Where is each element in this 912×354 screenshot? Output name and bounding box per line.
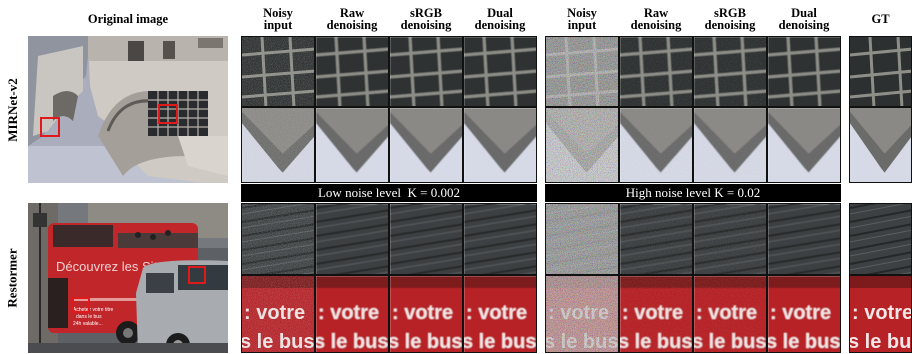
header-srgb-denoising-low: sRGB denoising	[400, 5, 452, 32]
header-dual-denoising-low: Dual denoising	[474, 5, 526, 32]
high-noise-level-label: High noise level K = 0.02	[545, 184, 841, 202]
svg-text:s le bus: s le bus	[316, 331, 388, 353]
header-gt: GT	[871, 11, 890, 26]
svg-text:s le bus: s le bus	[850, 331, 912, 353]
highlight-box-corner	[40, 117, 60, 137]
header-noisy-input-low: Noisy input	[263, 5, 293, 32]
crop-cell	[767, 107, 841, 183]
crop-cell	[693, 107, 767, 183]
crop-cell	[315, 36, 389, 107]
row-label-mirnet-text: MIRNet-v2	[5, 77, 21, 142]
crop-cell: : votre s le bus	[849, 275, 912, 353]
crop-cell	[463, 203, 537, 275]
svg-text:s le bus: s le bus	[464, 331, 536, 353]
header-noisy-input-high: Noisy input	[567, 5, 597, 32]
highlight-box-van-window	[188, 266, 206, 284]
crop-cell	[241, 107, 315, 183]
header-srgb-denoising-high: sRGB denoising	[704, 5, 756, 32]
crop-cell	[389, 36, 463, 107]
crop-cell	[315, 203, 389, 275]
crop-cell: : votre s le bus	[389, 275, 463, 353]
crop-cell	[241, 203, 315, 275]
original-image-bus: Découvrez les Sites Achetez votre titre …	[28, 203, 228, 353]
crop-cell	[619, 107, 693, 183]
crop-cell	[767, 36, 841, 107]
low-noise-level-label: Low noise level K = 0.002	[241, 184, 537, 202]
svg-text:: votre: : votre	[852, 302, 912, 324]
svg-text:: votre: : votre	[466, 302, 527, 324]
crop-cell: : votre s le bus	[767, 275, 841, 353]
row-label-restormer: Restormer	[0, 203, 26, 353]
crop-cell	[619, 36, 693, 107]
crop-cell: : votre s le bus	[463, 275, 537, 353]
header-original-image: Original image	[87, 11, 169, 26]
row-label-restormer-text: Restormer	[5, 248, 20, 308]
crop-cell: : votre s le bus	[315, 275, 389, 353]
crop-cell	[463, 107, 537, 183]
row-label-mirnet: MIRNet-v2	[0, 36, 26, 183]
crop-cell	[315, 107, 389, 183]
highlight-box-window	[158, 104, 178, 124]
crop-cell	[693, 203, 767, 275]
svg-text:: votre: : votre	[392, 302, 453, 324]
header-raw-denoising-high: Raw denoising	[630, 5, 682, 32]
crop-cell	[545, 107, 619, 183]
svg-text:: votre: : votre	[318, 302, 379, 324]
original-image-building	[28, 36, 228, 183]
svg-text:s le bus: s le bus	[768, 331, 840, 353]
header-raw-denoising-low: Raw denoising	[326, 5, 378, 32]
crop-cell	[463, 36, 537, 107]
crop-cell	[849, 36, 912, 107]
svg-text:24h valable...: 24h valable...	[73, 321, 103, 327]
crop-cell	[693, 36, 767, 107]
crop-cell	[241, 36, 315, 107]
crop-cell	[545, 203, 619, 275]
header-dual-denoising-high: Dual denoising	[778, 5, 830, 32]
svg-text:dans le bus: dans le bus	[76, 314, 102, 320]
svg-text:Achetez votre titre: Achetez votre titre	[73, 307, 114, 313]
crop-cell	[849, 203, 912, 275]
crop-cell	[619, 203, 693, 275]
crop-cell	[767, 203, 841, 275]
crop-cell	[389, 203, 463, 275]
svg-text:: votre: : votre	[770, 302, 831, 324]
svg-text:s le bus: s le bus	[390, 331, 462, 353]
crop-cell	[389, 107, 463, 183]
crop-cell	[849, 107, 912, 183]
highlight-box-bus-text	[72, 297, 90, 313]
crop-cell	[545, 36, 619, 107]
